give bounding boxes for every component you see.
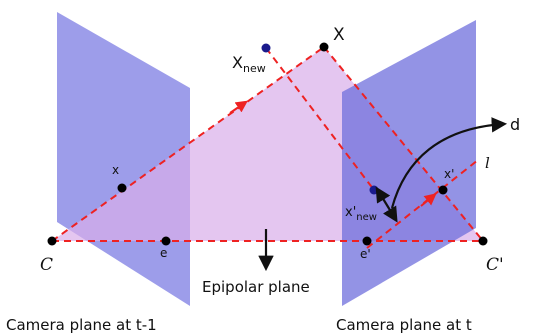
- label-l: l: [485, 154, 490, 172]
- point-x-prime: [438, 185, 448, 195]
- point-x-prime-new: [369, 185, 379, 195]
- point-C-prime: [478, 236, 488, 246]
- ray-c-to-x: [51, 46, 325, 242]
- label-X-new-base: X: [232, 53, 243, 72]
- point-e-prime: [362, 236, 372, 246]
- label-e: e: [160, 246, 167, 260]
- caption-camera-left: Camera plane at t-1: [6, 316, 157, 334]
- camera-plane-right: [342, 20, 476, 306]
- ray-direction-arrow: [229, 100, 248, 114]
- label-e-prime: e': [360, 247, 371, 261]
- label-epipolar-plane: Epipolar plane: [202, 278, 310, 296]
- distance-arrow: [375, 186, 398, 223]
- ray-xnew-to-x-prime-new: [265, 47, 375, 191]
- label-X-new-sub: new: [243, 62, 266, 75]
- label-x-prime-new-sub: new: [356, 212, 377, 223]
- label-C-prime: C': [486, 255, 504, 275]
- label-C: C: [40, 255, 53, 275]
- label-X-new: Xnew: [232, 53, 266, 75]
- point-C: [47, 236, 57, 246]
- epipolar-line-arrow: [420, 193, 437, 207]
- curved-arrow-to-d: [390, 117, 508, 209]
- caption-camera-right: Camera plane at t: [336, 316, 472, 334]
- label-d: d: [510, 115, 520, 134]
- label-x: x: [112, 163, 119, 177]
- label-x-prime-new-base: x': [345, 205, 356, 220]
- point-X: [319, 42, 329, 52]
- point-X-new: [261, 43, 271, 53]
- point-e: [161, 236, 171, 246]
- ray-x-to-c-prime: [323, 46, 484, 242]
- label-X: X: [333, 25, 345, 45]
- point-x: [117, 183, 127, 193]
- label-x-prime: x': [444, 167, 454, 181]
- label-x-prime-new: x'new: [345, 205, 377, 223]
